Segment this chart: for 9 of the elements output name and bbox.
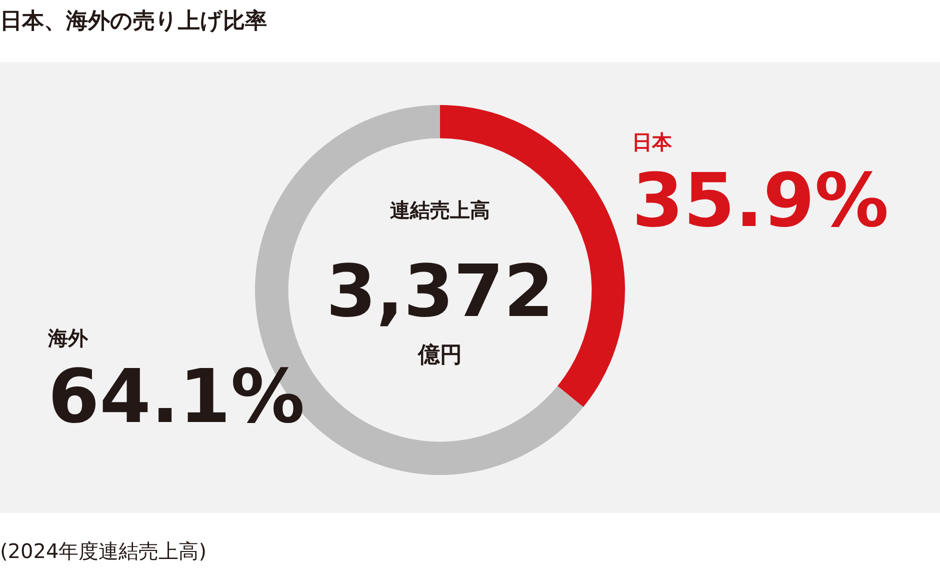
text: (2024年度連結売上高): [0, 538, 207, 565]
data-label: 64.1%: [48, 354, 305, 440]
text: 連結売上高: [389, 198, 491, 222]
text: 3,372: [325, 249, 555, 333]
slice-label: 日本: [632, 130, 673, 154]
slice-label: 海外: [48, 326, 89, 350]
chart-title: 日本、海外の売り上げ比率: [0, 8, 267, 36]
data-label: 35.9%: [632, 158, 889, 244]
text: 億円: [418, 343, 462, 368]
